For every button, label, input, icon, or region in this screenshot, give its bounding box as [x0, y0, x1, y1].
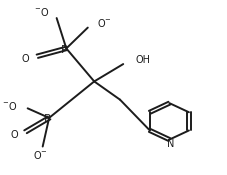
Text: O$^{-}$: O$^{-}$: [33, 149, 48, 161]
Text: O: O: [22, 54, 29, 64]
Text: N: N: [167, 139, 174, 149]
Text: O$^{-}$: O$^{-}$: [97, 17, 112, 29]
Text: $^{-}$O: $^{-}$O: [34, 6, 49, 18]
Text: P: P: [61, 45, 68, 55]
Text: O: O: [11, 130, 19, 140]
Text: OH: OH: [135, 55, 150, 65]
Text: $^{-}$O: $^{-}$O: [2, 100, 17, 112]
Text: P: P: [44, 114, 51, 124]
